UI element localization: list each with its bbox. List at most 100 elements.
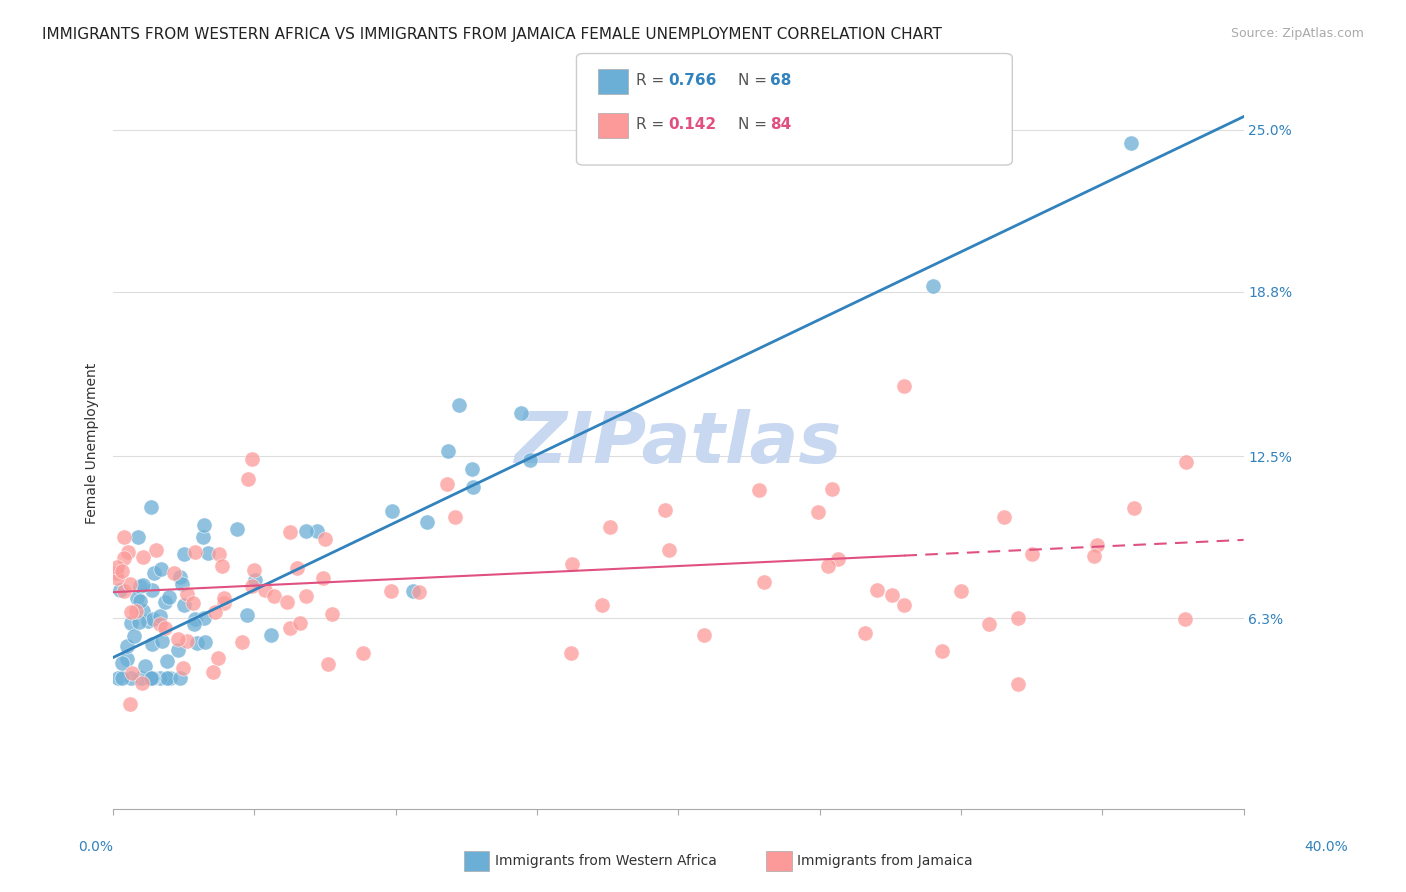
Point bbox=[145, 542, 167, 557]
Point bbox=[167, 632, 190, 646]
Point bbox=[866, 583, 889, 598]
Point bbox=[172, 661, 194, 675]
Point bbox=[993, 510, 1015, 524]
Point bbox=[295, 524, 318, 538]
Point bbox=[159, 672, 181, 686]
Point bbox=[142, 612, 165, 626]
Point bbox=[817, 559, 839, 574]
Point bbox=[139, 500, 162, 514]
Point bbox=[204, 606, 226, 620]
Point bbox=[121, 672, 143, 686]
Point bbox=[112, 584, 135, 599]
Point bbox=[194, 634, 217, 648]
Text: 0.0%: 0.0% bbox=[79, 840, 112, 855]
Point bbox=[827, 552, 849, 566]
Point bbox=[214, 596, 236, 610]
Point bbox=[449, 398, 471, 412]
Text: 40.0%: 40.0% bbox=[1303, 840, 1348, 855]
Point bbox=[186, 636, 208, 650]
Point bbox=[149, 617, 172, 632]
Point bbox=[167, 643, 190, 657]
Point bbox=[125, 604, 148, 618]
Point bbox=[114, 551, 136, 566]
Point bbox=[208, 547, 231, 561]
Text: Immigrants from Jamaica: Immigrants from Jamaica bbox=[797, 854, 973, 868]
Text: R =: R = bbox=[636, 73, 669, 87]
Text: 0.766: 0.766 bbox=[668, 73, 716, 87]
Text: 68: 68 bbox=[770, 73, 792, 87]
Point bbox=[1174, 454, 1197, 468]
Point bbox=[112, 530, 135, 544]
Point bbox=[1174, 612, 1197, 626]
Point bbox=[225, 522, 247, 536]
Point bbox=[560, 646, 582, 660]
Point bbox=[380, 584, 402, 599]
Point bbox=[416, 515, 439, 529]
Point bbox=[509, 406, 531, 420]
Text: N =: N = bbox=[738, 73, 772, 87]
Point bbox=[183, 545, 205, 559]
Point bbox=[148, 672, 170, 686]
Point bbox=[1007, 611, 1029, 625]
Point bbox=[236, 608, 259, 623]
Point bbox=[121, 665, 143, 680]
Point bbox=[111, 656, 134, 670]
Point bbox=[352, 646, 374, 660]
Point bbox=[287, 560, 309, 574]
Point bbox=[122, 629, 145, 643]
Point bbox=[141, 583, 163, 598]
Point bbox=[245, 573, 267, 587]
Point bbox=[880, 588, 903, 602]
Point bbox=[1085, 538, 1108, 552]
Point bbox=[693, 627, 716, 641]
Point bbox=[463, 479, 485, 493]
Point bbox=[752, 575, 775, 590]
Point bbox=[260, 628, 283, 642]
Point bbox=[821, 482, 844, 496]
Point bbox=[129, 672, 152, 686]
Point bbox=[117, 652, 139, 666]
Point bbox=[128, 615, 150, 629]
Point bbox=[321, 607, 343, 621]
Point bbox=[138, 672, 160, 686]
Point bbox=[141, 637, 163, 651]
Point bbox=[157, 590, 180, 604]
Point bbox=[599, 519, 621, 533]
Text: 0.142: 0.142 bbox=[668, 118, 716, 132]
Point bbox=[979, 616, 1001, 631]
Point bbox=[191, 530, 214, 544]
Point bbox=[128, 579, 150, 593]
Point bbox=[131, 675, 153, 690]
Point bbox=[143, 566, 166, 580]
Point bbox=[288, 615, 311, 630]
Point bbox=[263, 589, 285, 603]
Point bbox=[461, 462, 484, 476]
Point bbox=[169, 672, 191, 686]
Point bbox=[108, 582, 131, 597]
Point bbox=[561, 558, 583, 572]
Point bbox=[173, 547, 195, 561]
Point bbox=[125, 591, 148, 606]
Text: Immigrants from Western Africa: Immigrants from Western Africa bbox=[495, 854, 717, 868]
Point bbox=[519, 452, 541, 467]
Point bbox=[437, 443, 460, 458]
Point bbox=[115, 640, 138, 654]
Point bbox=[169, 570, 191, 584]
Y-axis label: Female Unemployment: Female Unemployment bbox=[86, 362, 100, 524]
Point bbox=[105, 566, 128, 581]
Point bbox=[156, 672, 179, 686]
Point bbox=[1083, 549, 1105, 563]
Point bbox=[240, 452, 263, 467]
Point bbox=[163, 566, 186, 580]
Point bbox=[240, 579, 263, 593]
Point bbox=[748, 483, 770, 497]
Point bbox=[295, 589, 318, 603]
Point bbox=[111, 672, 134, 686]
Point bbox=[118, 577, 141, 591]
Point bbox=[183, 616, 205, 631]
Point bbox=[853, 626, 876, 640]
Point bbox=[150, 561, 173, 575]
Point bbox=[132, 578, 155, 592]
Point bbox=[278, 525, 301, 540]
Point bbox=[1123, 501, 1146, 516]
